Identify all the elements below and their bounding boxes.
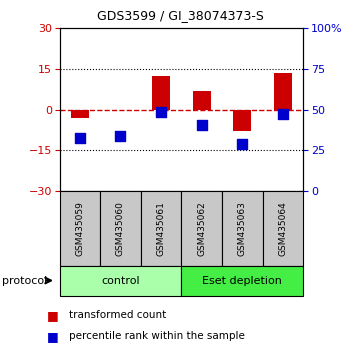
Point [118,133,123,138]
Text: GSM435064: GSM435064 [278,201,287,256]
Text: ■: ■ [47,330,59,343]
Text: Eset depletion: Eset depletion [203,275,282,286]
Text: ■: ■ [47,309,59,321]
Text: GDS3599 / GI_38074373-S: GDS3599 / GI_38074373-S [97,9,264,22]
Text: protocol: protocol [2,275,47,286]
Text: GSM435060: GSM435060 [116,201,125,256]
Point [199,122,205,127]
Text: control: control [101,275,140,286]
Point [239,141,245,147]
Text: GSM435062: GSM435062 [197,201,206,256]
Text: GSM435063: GSM435063 [238,201,247,256]
Bar [152,76,170,110]
Bar [233,110,252,131]
Point [280,111,286,117]
Bar [71,110,89,118]
Point [158,110,164,115]
Point [77,136,83,141]
Text: transformed count: transformed count [69,310,166,320]
Text: GSM435061: GSM435061 [157,201,166,256]
Bar [274,73,292,110]
Bar [192,91,211,110]
Text: GSM435059: GSM435059 [75,201,84,256]
Text: percentile rank within the sample: percentile rank within the sample [69,331,244,341]
